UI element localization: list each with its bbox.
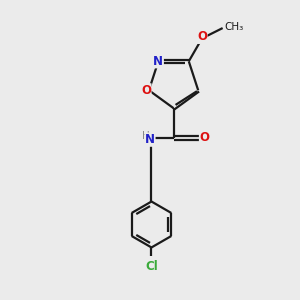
Text: Cl: Cl <box>145 260 158 273</box>
Text: CH₃: CH₃ <box>224 22 243 32</box>
Text: O: O <box>141 84 151 97</box>
Text: H: H <box>142 130 150 141</box>
Text: N: N <box>145 133 155 146</box>
Text: O: O <box>200 131 209 144</box>
Text: O: O <box>197 30 207 44</box>
Text: N: N <box>153 55 163 68</box>
